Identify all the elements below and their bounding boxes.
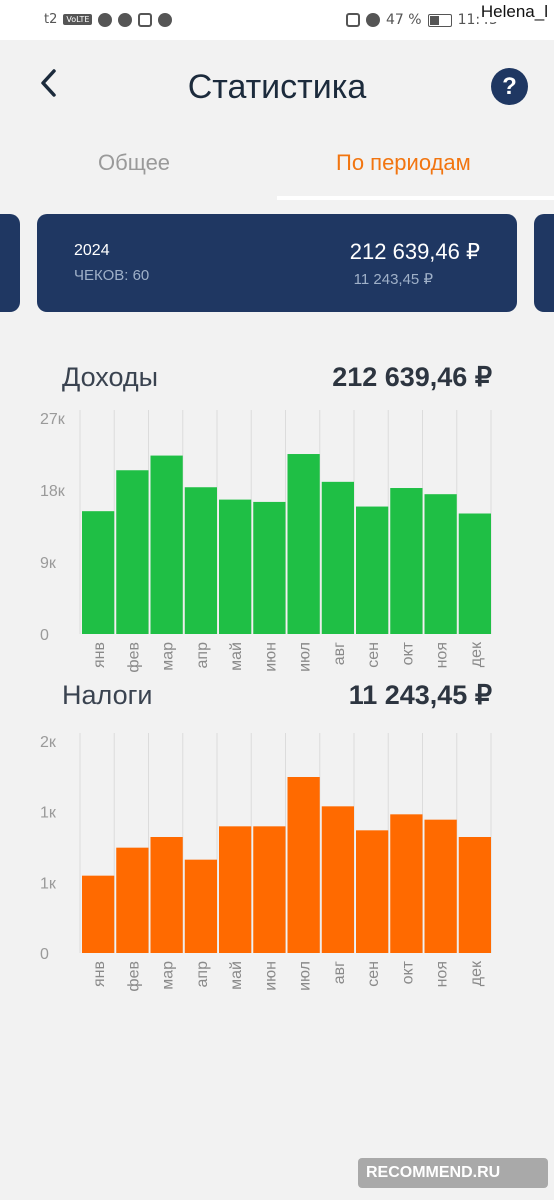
tax-bar-авг — [321, 806, 354, 953]
x-tick-label: фев — [125, 961, 142, 992]
x-tick-label: ноя — [434, 642, 451, 668]
tax-bar-янв — [82, 875, 115, 953]
tax-bar-май — [219, 826, 252, 953]
x-tick-label: апр — [194, 961, 211, 988]
app-notification-icon — [158, 12, 173, 27]
user-watermark: Helena_l — [478, 2, 550, 22]
x-tick-label: сен — [365, 642, 382, 668]
taxes-title: Налоги — [62, 680, 153, 710]
x-tick-label: янв — [91, 642, 108, 668]
period-card-previous[interactable] — [0, 214, 20, 312]
x-tick-label: ноя — [434, 961, 451, 987]
wifi-icon — [118, 12, 133, 27]
instagram-icon — [138, 12, 153, 27]
y-tick-label: 0 — [40, 946, 49, 963]
x-tick-label: июл — [297, 642, 314, 672]
tab-general[interactable]: Общее — [98, 150, 171, 175]
y-tick-label: 27к — [40, 411, 66, 428]
battery-percent: 47 % — [386, 12, 422, 28]
y-tick-label: 1к — [40, 875, 57, 892]
tax-bar-окт — [390, 814, 423, 953]
battery-icon — [427, 13, 452, 27]
x-tick-label: июл — [297, 961, 314, 991]
income-bar-мар — [150, 455, 183, 634]
tax-bar-июн — [253, 826, 286, 953]
income-title: Доходы — [62, 362, 159, 392]
status-bar: t2 VoLTE 47 % 11:45 — [0, 0, 554, 40]
income-bar-фев — [116, 470, 149, 634]
x-tick-label: сен — [365, 961, 382, 987]
x-tick-label: мар — [160, 642, 177, 671]
status-left: t2 VoLTE — [44, 12, 173, 27]
tax-bar-мар — [150, 837, 183, 953]
income-bar-авг — [321, 481, 354, 634]
x-tick-label: янв — [91, 961, 108, 987]
income-bar-май — [219, 499, 252, 634]
x-tick-label: окт — [399, 960, 416, 984]
y-tick-label: 2к — [40, 734, 57, 751]
tab-by-periods[interactable]: По периодам — [336, 150, 471, 175]
x-tick-label: дек — [468, 641, 485, 667]
income-bar-янв — [82, 511, 115, 634]
x-tick-label: авг — [331, 642, 348, 665]
x-tick-label: июн — [262, 642, 279, 672]
x-tick-label: июн — [262, 961, 279, 991]
income-bar-сен — [356, 506, 389, 634]
alarm-icon — [366, 13, 380, 27]
tax-bar-фев — [116, 847, 149, 953]
y-tick-label: 0 — [40, 627, 49, 644]
x-tick-label: май — [228, 642, 245, 671]
income-bar-окт — [390, 488, 423, 634]
status-right: 47 % 11:45 — [346, 12, 498, 28]
x-tick-label: мар — [160, 961, 177, 990]
period-year: 2024 — [74, 242, 110, 259]
y-tick-label: 1к — [40, 805, 57, 822]
income-bar-дек — [458, 513, 491, 634]
income-bar-июн — [253, 501, 286, 634]
income-total: 212 639,46 ₽ — [332, 362, 492, 392]
period-tax-amount: 11 243,45 ₽ — [353, 271, 433, 288]
help-button[interactable]: ? — [491, 68, 528, 105]
nfc-icon — [346, 13, 360, 27]
tax-bar-апр — [184, 859, 217, 953]
chevron-left-icon — [41, 69, 56, 97]
y-tick-label: 9к — [40, 555, 57, 572]
period-checks-count: ЧЕКОВ: 60 — [74, 267, 150, 284]
income-bar-июл — [287, 454, 320, 634]
taxes-total: 11 243,45 ₽ — [348, 680, 492, 710]
tax-bar-июл — [287, 777, 320, 953]
x-tick-label: окт — [399, 641, 416, 665]
y-tick-label: 18к — [40, 483, 66, 500]
x-tick-label: авг — [331, 961, 348, 984]
period-income-amount: 212 639,46 ₽ — [349, 239, 480, 264]
period-card-2024[interactable]: 2024 ЧЕКОВ: 60 212 639,46 ₽ 11 243,45 ₽ — [37, 214, 517, 312]
x-tick-label: фев — [125, 642, 142, 673]
tax-bar-сен — [356, 830, 389, 953]
volte-badge: VoLTE — [63, 14, 93, 25]
active-tab-indicator — [277, 196, 554, 200]
tax-bar-дек — [458, 837, 491, 953]
tax-bar-ноя — [424, 819, 457, 953]
x-tick-label: май — [228, 961, 245, 990]
signal-icon — [98, 12, 113, 27]
x-tick-label: апр — [194, 642, 211, 669]
page-title: Статистика — [187, 68, 367, 106]
recommend-watermark: RECOMMEND.RU — [358, 1158, 548, 1188]
carrier-label: t2 — [44, 12, 58, 27]
income-bar-апр — [184, 487, 217, 634]
income-bar-ноя — [424, 494, 457, 634]
x-tick-label: дек — [468, 960, 485, 986]
back-button[interactable] — [38, 68, 58, 104]
period-card-next[interactable] — [534, 214, 554, 312]
